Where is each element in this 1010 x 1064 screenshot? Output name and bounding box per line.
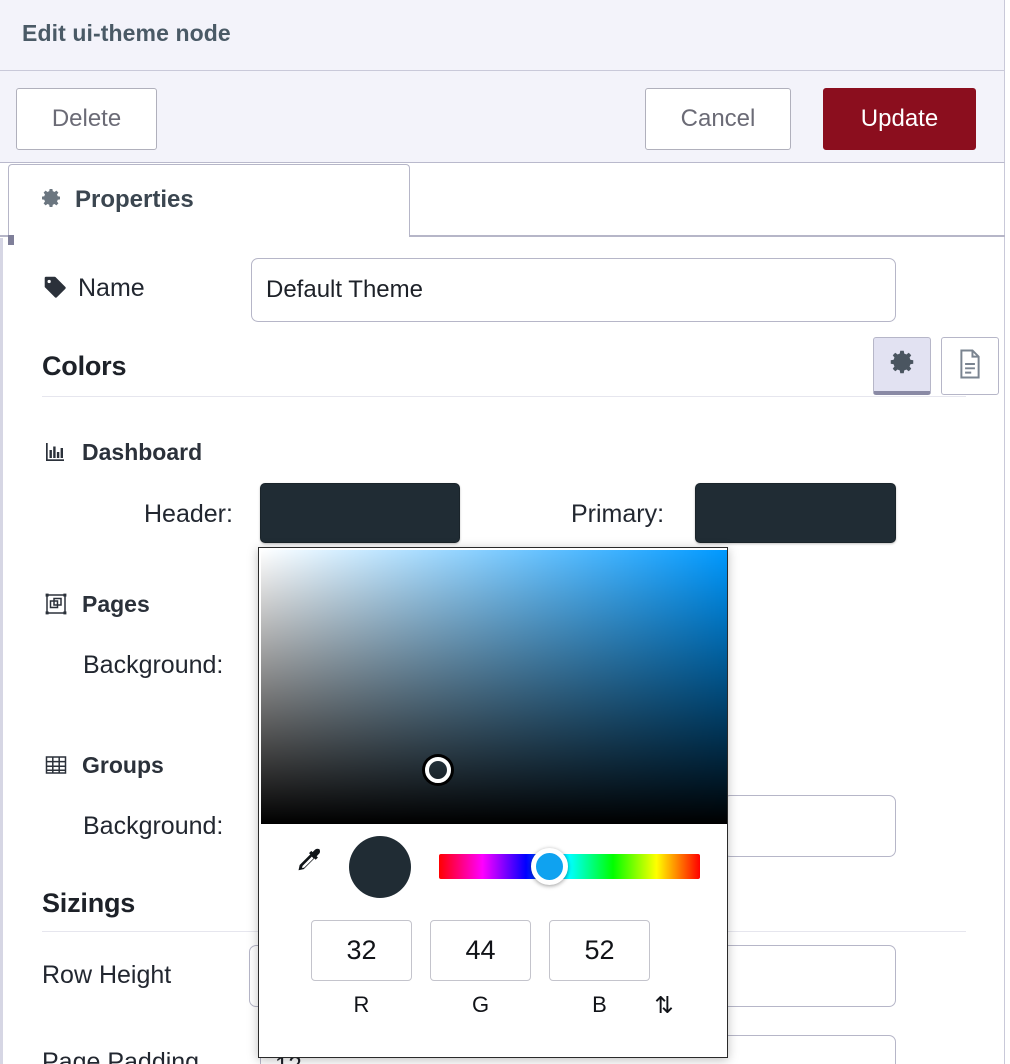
dialog-titlebar: Edit ui-theme node bbox=[0, 0, 1005, 71]
name-input[interactable]: Default Theme bbox=[251, 258, 896, 322]
eyedropper-icon[interactable] bbox=[293, 846, 327, 880]
primary-color-swatch[interactable] bbox=[695, 483, 896, 543]
document-view-button[interactable] bbox=[941, 337, 999, 395]
gear-icon bbox=[39, 186, 63, 215]
green-channel-input[interactable]: 44 bbox=[430, 920, 531, 981]
delete-button[interactable]: Delete bbox=[16, 88, 157, 150]
tag-icon bbox=[42, 274, 68, 305]
dialog-title: Edit ui-theme node bbox=[22, 20, 231, 46]
blue-channel-input[interactable]: 52 bbox=[549, 920, 650, 981]
pages-background-label: Background: bbox=[83, 651, 224, 679]
selected-color-preview bbox=[349, 836, 411, 898]
color-picker-controls: 32 44 52 R G B ⇅ bbox=[261, 824, 727, 1057]
hue-slider-track[interactable] bbox=[439, 854, 700, 879]
tab-properties-label: Properties bbox=[75, 186, 194, 213]
tab-properties[interactable]: Properties bbox=[8, 164, 410, 237]
header-color-label: Header: bbox=[144, 500, 233, 528]
tab-strip-underline bbox=[0, 235, 1005, 237]
group-objects-icon bbox=[44, 592, 68, 621]
groups-background-label: Background: bbox=[83, 812, 224, 840]
subsection-pages: Pages bbox=[82, 591, 150, 617]
section-divider-colors bbox=[42, 396, 966, 397]
groups-background-input[interactable] bbox=[723, 795, 896, 857]
document-icon bbox=[955, 348, 985, 385]
cancel-button[interactable]: Cancel bbox=[645, 88, 791, 150]
hue-slider-handle[interactable] bbox=[531, 848, 568, 885]
subsection-groups: Groups bbox=[82, 752, 164, 778]
panel-left-accent bbox=[0, 238, 6, 1064]
saturation-value-area[interactable] bbox=[261, 550, 727, 824]
red-channel-input[interactable]: 32 bbox=[311, 920, 412, 981]
color-picker-popup: 32 44 52 R G B ⇅ bbox=[258, 547, 728, 1058]
page-padding-label: Page Padding bbox=[42, 1048, 200, 1064]
red-channel-label: R bbox=[353, 992, 370, 1017]
update-button[interactable]: Update bbox=[823, 88, 976, 150]
blue-channel-label: B bbox=[592, 992, 607, 1017]
header-color-swatch[interactable] bbox=[260, 483, 460, 543]
green-channel-label: G bbox=[471, 992, 490, 1017]
primary-color-label: Primary: bbox=[571, 500, 665, 528]
name-label: Name bbox=[78, 274, 145, 302]
row-height-label: Row Height bbox=[42, 961, 172, 989]
name-row: Name Default Theme bbox=[0, 258, 1005, 322]
tab-active-accent bbox=[8, 235, 14, 245]
section-heading-sizings: Sizings bbox=[42, 888, 136, 918]
gear-icon bbox=[887, 347, 917, 382]
color-mode-toggle-icon[interactable]: ⇅ bbox=[654, 991, 674, 1018]
subsection-dashboard: Dashboard bbox=[82, 439, 203, 465]
bar-chart-icon bbox=[44, 440, 68, 469]
table-grid-icon bbox=[44, 753, 68, 782]
section-heading-colors: Colors bbox=[42, 351, 127, 381]
saturation-value-handle[interactable] bbox=[425, 757, 451, 783]
settings-view-button[interactable] bbox=[873, 337, 931, 395]
dialog-action-bar: Delete Cancel Update bbox=[0, 71, 1005, 163]
tab-strip: Properties bbox=[0, 163, 1005, 395]
